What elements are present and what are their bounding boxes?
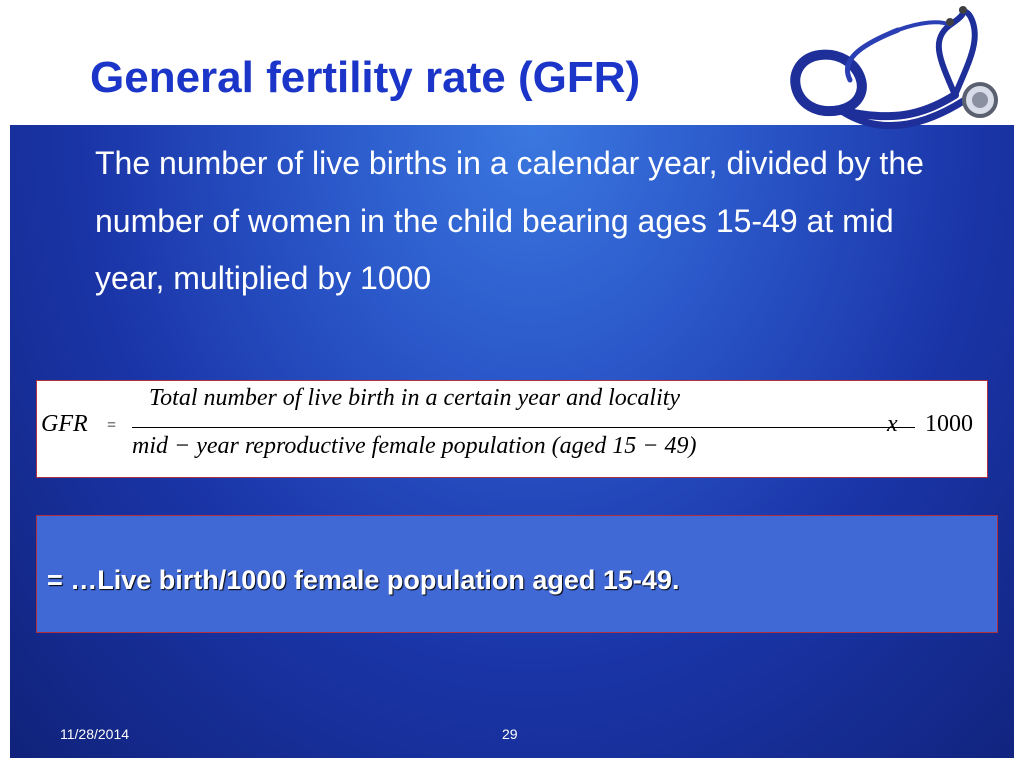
formula-lhs: GFR [41,411,88,437]
result-text: = …Live birth/1000 female population age… [47,565,680,595]
formula-times: x [887,411,898,437]
formula-denominator: mid − year reproductive female populatio… [132,433,697,459]
fraction-bar [132,427,915,428]
formula-numerator: Total number of live birth in a certain … [149,385,681,411]
stethoscope-icon [790,6,998,130]
footer-date: 11/28/2014 [60,726,130,742]
formula-equals: = [107,417,117,434]
page-number: 29 [502,726,518,742]
definition-text: The number of live births in a calendar … [95,145,924,296]
formula-multiplier: 1000 [925,411,973,437]
result-box: = …Live birth/1000 female population age… [36,515,998,633]
slide-title: General fertility rate (GFR) [90,53,641,102]
formula-box: GFR = Total number of live birth in a ce… [36,380,988,478]
